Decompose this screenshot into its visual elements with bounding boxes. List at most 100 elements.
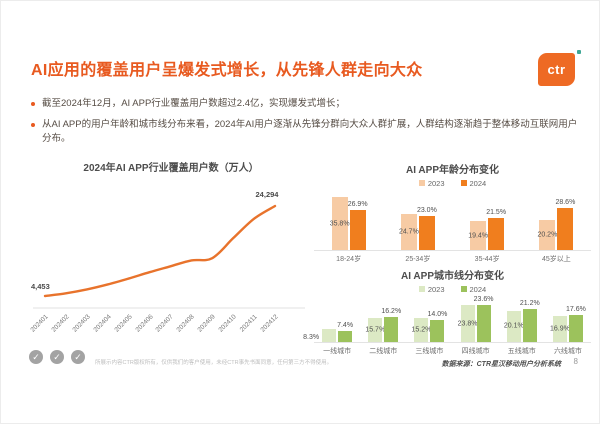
- x-tick-label: 202406: [133, 313, 155, 334]
- bar-value-label: 7.4%: [337, 321, 354, 329]
- x-tick-label: 202405: [113, 313, 134, 334]
- bar-2023: 8.3%: [303, 329, 337, 342]
- bar-2024: 7.4%: [337, 322, 353, 342]
- bar-value-label: 8.3%: [303, 334, 320, 341]
- x-tick-label: 202404: [92, 313, 113, 334]
- line-chart-x-axis: 202401 202402 202403 202404 202405 202406 2024…: [29, 313, 313, 343]
- bar-group: 20.1% 21.2%: [499, 300, 545, 342]
- x-tick-label: 202407: [154, 313, 176, 334]
- x-tick-label: 202410: [217, 313, 238, 334]
- bar-2024: 23.0%: [417, 207, 437, 250]
- bar-2023: 20.2%: [537, 220, 557, 250]
- bar-value-label: 23.0%: [416, 207, 437, 215]
- bar-2024: 21.5%: [486, 209, 506, 250]
- bar-value-label: 35.8%: [329, 220, 350, 228]
- logo-trademark-dot: [577, 50, 581, 54]
- bar-2023: 16.9%: [550, 315, 570, 342]
- bar-value-label: 14.0%: [427, 311, 448, 319]
- bar-value-label: 21.5%: [486, 209, 507, 217]
- bar-value-label: 16.2%: [381, 307, 402, 315]
- bar-2024: 21.2%: [520, 300, 540, 342]
- legend-2023-swatch: [418, 180, 425, 186]
- bullet-item: 截至2024年12月，AI APP行业覆盖用户数超过2.4亿，实现爆发式增长；: [31, 97, 579, 112]
- bar-group: 16.9% 17.6%: [545, 300, 591, 342]
- city-tier-distribution-chart: AI APP城市线分布变化 2023 2024 8.3% 7.4% 15.7% 16.…: [303, 267, 591, 356]
- bar-value-label: 23.6%: [473, 296, 494, 304]
- x-tick-label: 202408: [175, 313, 197, 334]
- page-number: 8: [573, 357, 578, 366]
- bullet-text: 截至2024年12月，AI APP行业覆盖用户数超过2.4亿，实现爆发式增长；: [42, 98, 346, 109]
- bar-group: 19.4% 21.5%: [453, 194, 522, 250]
- bar-value-label: 23.8%: [457, 320, 478, 327]
- category-label: 45岁以上: [541, 256, 571, 263]
- category-label: 四线城市: [461, 348, 490, 355]
- city-chart-legend: 2023 2024: [314, 285, 591, 294]
- bullet-icon: [31, 102, 35, 106]
- bullet-item: 从AI APP的用户年龄和城市线分布来看，2024年AI用户逐渐从先锋分群向大众…: [31, 118, 579, 147]
- copyright-badge-icon: ✓: [71, 350, 85, 364]
- bar-2024: 23.6%: [474, 296, 494, 342]
- ctr-logo-text: ctr: [547, 62, 566, 77]
- bar-value-label: 17.6%: [566, 305, 586, 313]
- copyright-badge-icon: ✓: [29, 350, 43, 364]
- legend-2023-label: 2023: [427, 285, 445, 294]
- bullet-icon: [31, 122, 35, 127]
- city-chart-categories: 一线城市 二线城市 三线城市 四线城市 五线城市 六线城市: [314, 343, 591, 356]
- bar-value-label: 26.9%: [347, 201, 368, 209]
- category-label: 二线城市: [369, 348, 398, 355]
- bar-2023: 15.2%: [411, 318, 431, 342]
- bar-group: 15.7% 16.2%: [360, 300, 406, 342]
- x-tick-label: 202401: [29, 313, 50, 334]
- category-label: 25-34岁: [405, 256, 431, 263]
- city-chart-title: AI APP城市线分布变化: [401, 271, 504, 282]
- page-title: AI应用的覆盖用户呈爆发式增长，从先锋人群走向大众: [31, 62, 423, 79]
- legend-item-2023: 2023: [418, 179, 445, 188]
- line-chart-canvas: 4,453 24,294: [31, 190, 305, 309]
- bar-group: 23.8% 23.6%: [453, 296, 499, 342]
- line-chart-title: 2024年AI APP行业覆盖用户数（万人）: [83, 163, 259, 174]
- category-label: 一线城市: [323, 348, 352, 355]
- bar-2024: 26.9%: [348, 201, 368, 250]
- bar-value-label: 28.6%: [555, 198, 576, 206]
- bar-2023: 23.8%: [457, 305, 478, 342]
- x-tick-label: 202403: [71, 313, 92, 334]
- bar-group: 24.7% 23.0%: [383, 194, 452, 250]
- bar-2023: 20.1%: [503, 310, 524, 342]
- bar-value-label: 24.7%: [398, 228, 419, 236]
- first-point-label: 4,453: [31, 282, 50, 291]
- bar-value-label: 16.9%: [550, 325, 570, 333]
- age-chart-plot: 35.8% 26.9% 24.7% 23.0% 19.4% 21.5% 20.2% 28.6%: [314, 194, 591, 251]
- category-label: 35-44岁: [474, 256, 500, 263]
- trend-line: [43, 204, 277, 298]
- x-tick-label: 202412: [259, 313, 280, 334]
- bar-value-label: 20.1%: [503, 322, 524, 330]
- legend-2024-swatch: [460, 286, 467, 292]
- bar-2023: 24.7%: [398, 213, 419, 250]
- legend-2024-swatch: [460, 180, 467, 186]
- bar-group: 15.2% 14.0%: [406, 300, 452, 342]
- bar-group: 35.8% 26.9%: [314, 194, 383, 250]
- city-chart-plot: 8.3% 7.4% 15.7% 16.2% 15.2% 14.0% 23.8% 23.6% 20…: [303, 296, 591, 343]
- line-chart-users: 2024年AI APP行业覆盖用户数（万人） 4,453 24,294 20240…: [29, 159, 313, 343]
- bar-2023: 15.7%: [365, 317, 386, 342]
- bar-group: 20.2% 28.6%: [522, 194, 591, 250]
- bar-2024: 28.6%: [555, 199, 575, 250]
- legend-2024-label: 2024: [469, 285, 487, 294]
- bar-2023: 19.4%: [468, 221, 488, 250]
- bar-value-label: 15.7%: [365, 326, 386, 334]
- x-tick-label: 202409: [196, 313, 217, 334]
- bar-2024: 17.6%: [566, 306, 586, 342]
- bullet-text: 从AI APP的用户年龄和城市线分布来看，2024年AI用户逐渐从先锋分群向大众…: [42, 118, 578, 145]
- bar-value-label: 21.2%: [519, 300, 540, 307]
- legend-item-2024: 2024: [460, 285, 487, 294]
- copyright-notice: 所展示内容CTR版权所有，仅供我们的客户使用，未经CTR事先书面同意，任何第三方…: [95, 360, 333, 366]
- category-label: 五线城市: [507, 348, 536, 355]
- age-chart-legend: 2023 2024: [314, 179, 591, 188]
- legend-item-2023: 2023: [418, 285, 445, 294]
- bar-group: 8.3% 7.4%: [303, 300, 360, 342]
- bar-2023: 35.8%: [329, 197, 350, 250]
- bar-2024: 14.0%: [427, 311, 447, 342]
- legend-item-2024: 2024: [460, 179, 487, 188]
- legend-2024-label: 2024: [469, 179, 487, 188]
